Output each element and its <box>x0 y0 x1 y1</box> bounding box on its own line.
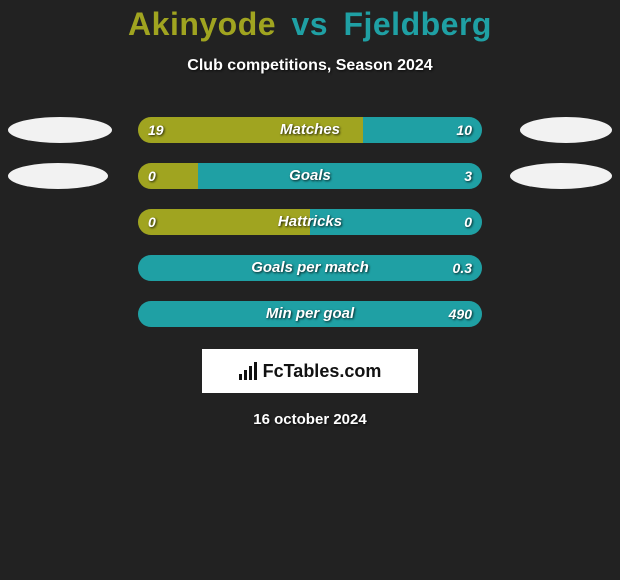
stat-row: 0 0 Hattricks <box>0 209 620 235</box>
stat-label: Hattricks <box>278 209 342 235</box>
ellipse-right <box>510 163 612 189</box>
value-right: 3 <box>464 163 472 189</box>
stat-row: 0 3 Goals <box>0 163 620 189</box>
value-left: 19 <box>148 117 164 143</box>
title-vs: vs <box>291 6 328 42</box>
stat-row: 490 Min per goal <box>0 301 620 327</box>
stat-label: Min per goal <box>266 301 354 327</box>
page-title: Akinyode vs Fjeldberg <box>128 6 492 43</box>
value-left: 0 <box>148 209 156 235</box>
title-player2: Fjeldberg <box>343 6 492 42</box>
title-player1: Akinyode <box>128 6 276 42</box>
stat-label: Goals per match <box>251 255 369 281</box>
value-right: 10 <box>456 117 472 143</box>
ellipse-left <box>8 163 108 189</box>
logo-text: FcTables.com <box>263 361 382 382</box>
comparison-container: Akinyode vs Fjeldberg Club competitions,… <box>0 0 620 428</box>
stat-row: 19 10 Matches <box>0 117 620 143</box>
value-right: 0 <box>464 209 472 235</box>
value-right: 490 <box>449 301 472 327</box>
ellipse-left <box>8 117 112 143</box>
subtitle: Club competitions, Season 2024 <box>187 57 432 75</box>
stat-rows: 19 10 Matches 0 3 Goals 0 0 Hattricks 0.3 Goals pe… <box>0 117 620 327</box>
stat-label: Goals <box>289 163 331 189</box>
bar-right <box>198 163 482 189</box>
stat-label: Matches <box>280 117 340 143</box>
ellipse-right <box>520 117 612 143</box>
date-text: 16 october 2024 <box>253 411 366 428</box>
logo-box: FcTables.com <box>202 349 418 393</box>
chart-icon <box>239 362 257 380</box>
value-right: 0.3 <box>453 255 472 281</box>
value-left: 0 <box>148 163 156 189</box>
stat-row: 0.3 Goals per match <box>0 255 620 281</box>
